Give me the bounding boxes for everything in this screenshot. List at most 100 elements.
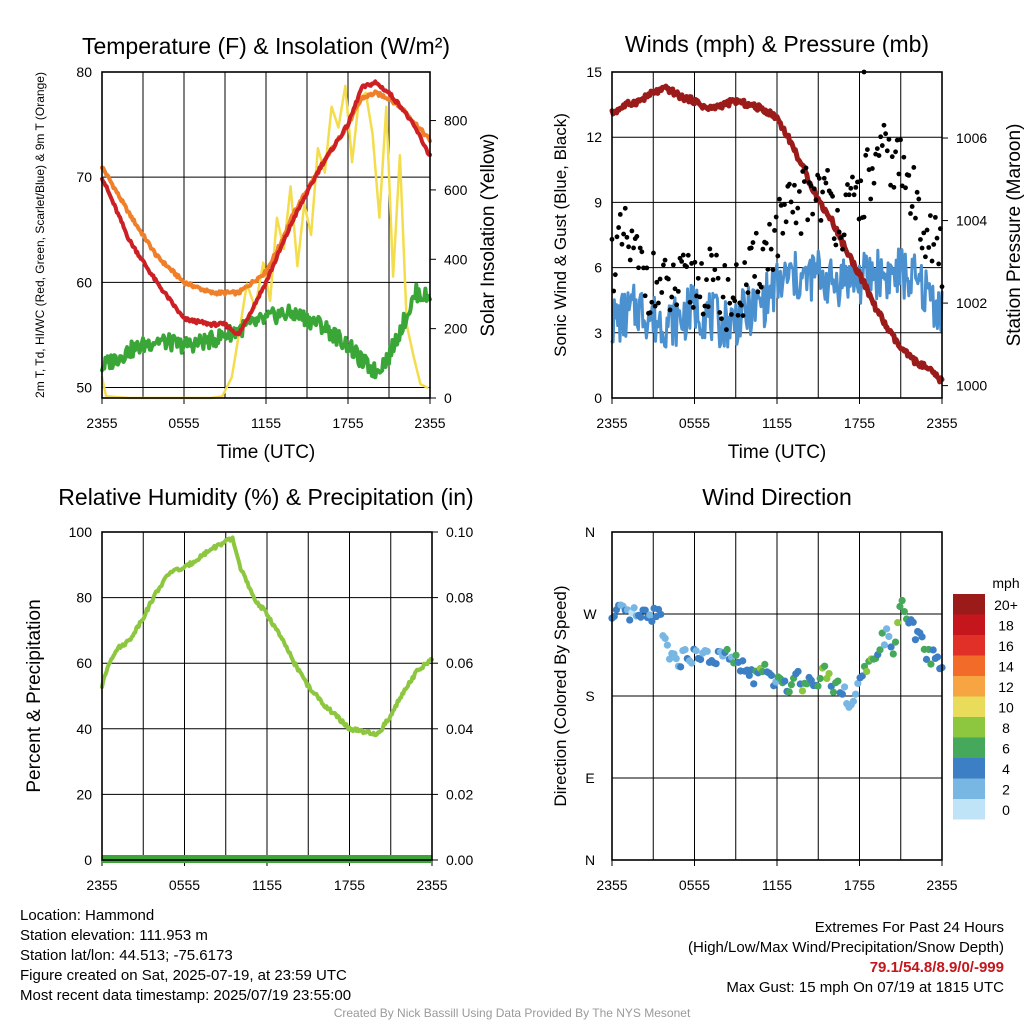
y-axis-title: 2m T, Td, HI/WC (Red, Green, Scarlet/Blu… <box>33 72 47 398</box>
extremes-subtitle: (High/Low/Max Wind/Precipitation/Snow De… <box>688 939 1004 956</box>
x-tick-label: 1155 <box>251 415 281 431</box>
gust-point <box>719 316 724 322</box>
direction-point <box>672 654 680 663</box>
legend-label: 16 <box>998 638 1014 654</box>
gust-point <box>745 290 751 296</box>
direction-point <box>889 650 897 658</box>
gust-point <box>833 242 839 248</box>
direction-point <box>767 671 776 680</box>
gust-point <box>641 265 646 271</box>
x-tick-label: 2355 <box>926 877 957 893</box>
gust-point <box>652 303 658 309</box>
direction-point <box>637 613 645 621</box>
gust-point <box>787 181 792 187</box>
direction-point <box>918 633 926 641</box>
gust-point <box>685 252 691 258</box>
legend-label: 14 <box>998 659 1014 675</box>
direction-point <box>785 688 793 696</box>
gust-point <box>654 279 660 285</box>
legend-label: 10 <box>998 700 1014 716</box>
t2m-line <box>100 79 432 337</box>
latlon-text: Station lat/lon: 44.513; -75.6173 <box>20 947 233 964</box>
recent-data-text: Most recent data timestamp: 2025/07/19 2… <box>20 987 352 1004</box>
gust-point <box>798 231 804 236</box>
gust-point <box>665 276 671 282</box>
gust-point <box>783 219 789 225</box>
legend-label: 4 <box>1002 761 1010 777</box>
right-tick-label: 800 <box>444 113 468 129</box>
legend-swatch <box>953 655 985 676</box>
gust-point <box>901 154 907 160</box>
right-tick-label: 600 <box>444 182 468 198</box>
gust-point <box>878 134 884 140</box>
gust-point <box>765 266 771 272</box>
direction-point <box>933 653 942 661</box>
gust-point <box>651 250 656 256</box>
gust-point <box>657 276 663 282</box>
relative-humidity-line <box>100 535 434 738</box>
direction-point <box>626 616 634 624</box>
gust-point <box>732 298 738 304</box>
gust-point <box>717 310 723 315</box>
gust-point <box>647 310 653 316</box>
gust-point <box>823 180 829 186</box>
gust-point <box>851 192 857 198</box>
gust-point <box>825 167 830 173</box>
gust-point <box>926 245 932 250</box>
gust-point <box>906 172 912 178</box>
gust-point <box>884 148 890 154</box>
gust-point <box>714 252 719 258</box>
gust-point <box>919 245 925 251</box>
extremes-title: Extremes For Past 24 Hours <box>814 919 1004 936</box>
panel-2: 2355 0555 1155 1755 2355 Winds (mph) & Pressu… <box>551 31 1024 463</box>
gust-point <box>836 229 842 235</box>
direction-point <box>834 677 842 685</box>
legend-swatch <box>953 799 985 820</box>
direction-point <box>887 643 895 651</box>
gust-point <box>881 122 887 128</box>
legend-swatch <box>953 717 985 738</box>
legend-swatch <box>953 676 985 697</box>
direction-point <box>900 607 908 616</box>
panel-3: 2355 0555 1155 1755 2355 Relative Humidity (%… <box>24 484 474 893</box>
gust-point <box>813 197 819 203</box>
gust-point <box>868 196 874 202</box>
direction-point <box>798 687 807 695</box>
gust-point <box>659 290 665 295</box>
right-tick-label: 400 <box>444 251 468 267</box>
direction-point <box>739 657 747 665</box>
gust-point <box>871 180 877 186</box>
td-line <box>100 282 432 380</box>
direction-point <box>696 655 705 664</box>
direction-point <box>876 646 884 654</box>
legend-swatch <box>953 737 985 758</box>
panel-title: Relative Humidity (%) & Precipitation (i… <box>58 484 473 510</box>
right-tick-label: 0.02 <box>446 786 473 802</box>
x-tick-label: 2355 <box>86 415 117 431</box>
direction-point <box>648 617 656 625</box>
gust-point <box>722 263 728 268</box>
gust-point <box>743 282 749 288</box>
gust-point <box>661 262 666 268</box>
y-tick-label: N <box>585 852 595 868</box>
gust-point <box>848 185 854 191</box>
gust-point <box>861 214 867 220</box>
x-tick-label: 1755 <box>332 415 363 431</box>
y-tick-label: 80 <box>76 64 92 80</box>
gust-point <box>790 209 796 215</box>
gust-point <box>845 182 850 187</box>
gust-point <box>622 205 628 211</box>
gust-point <box>695 275 701 281</box>
y-tick-label: 15 <box>586 64 602 80</box>
gust-point <box>753 230 759 236</box>
plot-border <box>611 531 943 861</box>
direction-point <box>677 663 685 671</box>
gust-point <box>841 232 847 238</box>
direction-point <box>761 660 769 668</box>
right-tick-label: 1006 <box>956 130 987 146</box>
created-text: Figure created on Sat, 2025-07-19, at 23… <box>20 967 347 984</box>
gust-point <box>768 246 774 252</box>
gust-point <box>818 217 824 223</box>
y-tick-label: 50 <box>76 379 92 395</box>
direction-point <box>840 683 849 691</box>
